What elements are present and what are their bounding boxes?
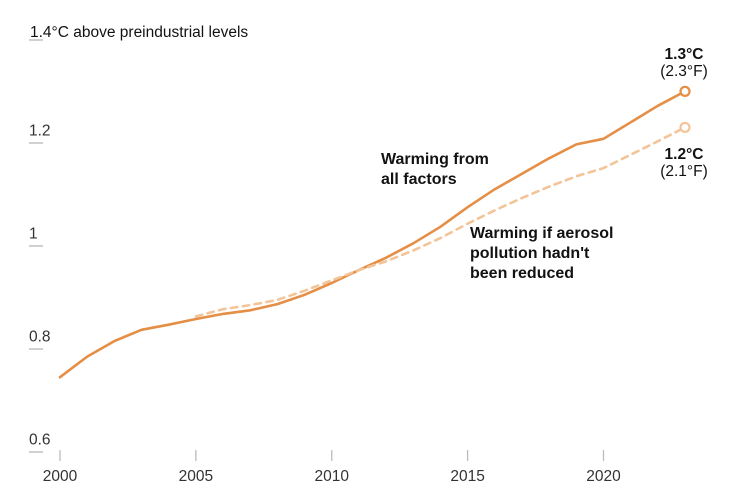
- factual-endpoint-marker: [679, 85, 691, 97]
- series-label-counterfactual: Warming if aerosol pollution hadn't been…: [470, 225, 614, 282]
- factual-end-fahrenheit: (2.3°F): [660, 63, 708, 80]
- y-axis-max-label: 1.4°C above preindustrial levels: [30, 24, 249, 41]
- y-axis-tick-label: 1.2: [29, 123, 51, 140]
- counterfactual-warming-line: [194, 126, 687, 318]
- factual-warming-line: [58, 90, 687, 379]
- x-axis-tick-label: 2015: [450, 468, 484, 485]
- end-value-label-factual: 1.3°C (2.3°F): [628, 46, 731, 80]
- x-axis-tick-label: 2005: [179, 468, 213, 485]
- series-label-all-factors: Warming from all factors: [381, 151, 489, 188]
- end-value-label-counterfactual: 1.2°C (2.1°F): [628, 146, 731, 180]
- counterfactual-end-fahrenheit: (2.1°F): [660, 163, 708, 180]
- y-axis-tick-label: 1: [29, 226, 38, 243]
- counterfactual-endpoint-marker: [679, 121, 691, 134]
- factual-end-celsius: 1.3°C: [664, 46, 704, 63]
- x-axis-tick-label: 2010: [314, 468, 349, 485]
- x-axis-tick-label: 2020: [586, 468, 621, 485]
- x-axis-tick-label: 2000: [43, 468, 78, 485]
- y-axis-tick-label: 0.8: [29, 329, 51, 346]
- y-axis-tick-label: 0.6: [29, 432, 51, 449]
- counterfactual-end-celsius: 1.2°C: [664, 146, 704, 163]
